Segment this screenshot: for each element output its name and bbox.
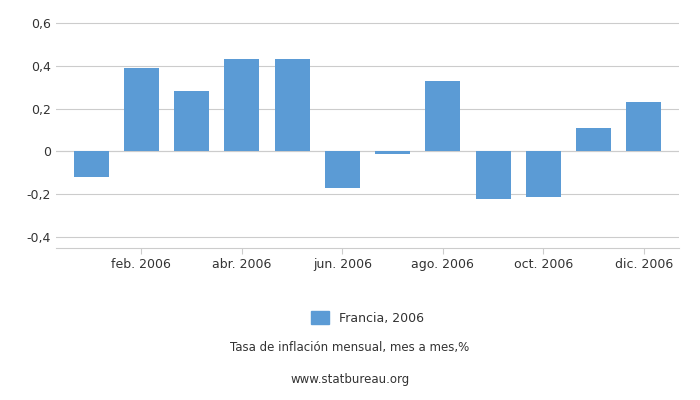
Bar [576,128,611,152]
Legend: Francia, 2006: Francia, 2006 [306,306,429,330]
Text: www.statbureau.org: www.statbureau.org [290,374,410,386]
Bar [325,152,360,188]
Bar [426,81,461,152]
Text: Tasa de inflación mensual, mes a mes,%: Tasa de inflación mensual, mes a mes,% [230,342,470,354]
Bar [626,102,662,152]
Bar [174,91,209,152]
Bar [74,152,108,177]
Bar [475,152,511,199]
Bar [224,59,260,152]
Bar [375,152,410,154]
Bar [274,59,309,152]
Bar [124,68,159,152]
Bar [526,152,561,196]
